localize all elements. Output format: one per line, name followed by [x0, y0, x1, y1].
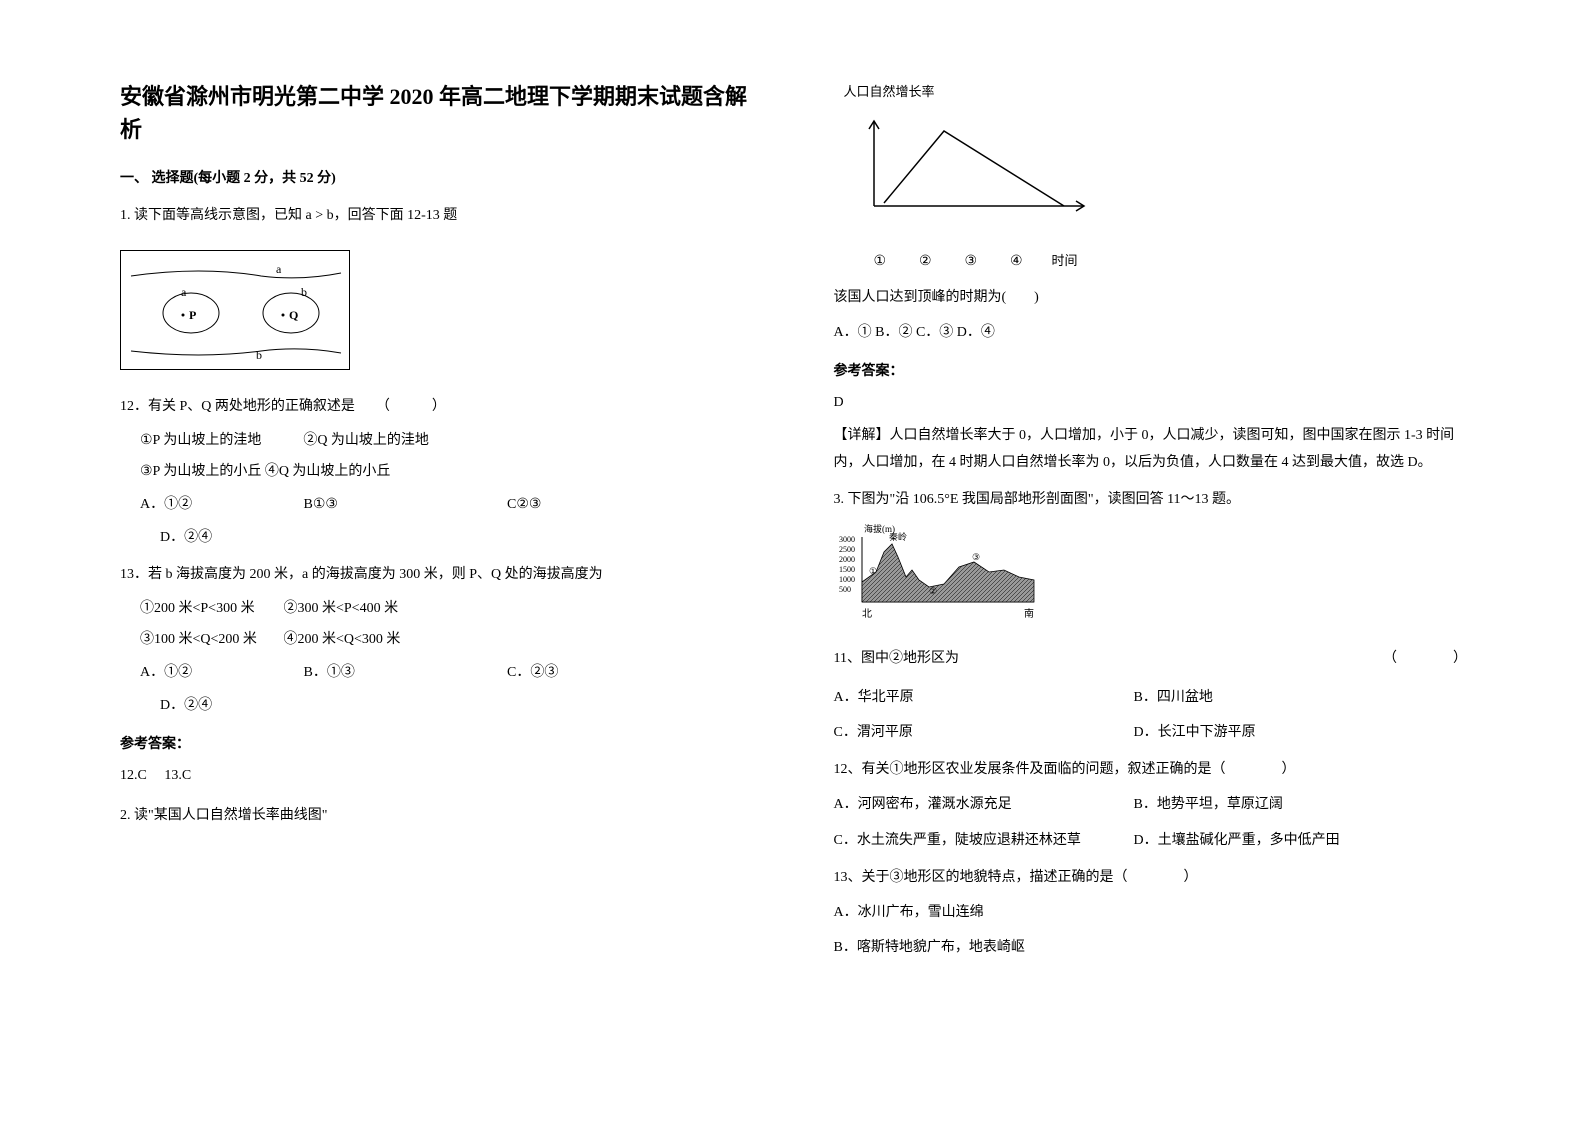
q11b-row1: A．华北平原 B．四川盆地 — [834, 685, 1468, 710]
document-title: 安徽省滁州市明光第二中学 2020 年高二地理下学期期末试题含解析 — [120, 80, 754, 146]
q12b-opt-b: B．地势平坦，草原辽阔 — [1134, 792, 1283, 817]
q12-ans-a: A．①② — [140, 492, 300, 517]
ytick-2500: 2500 — [839, 545, 855, 554]
q13-opt4: ④200 米<Q<300 米 — [284, 632, 401, 647]
q11b-row: 11、图中②地形区为 （ ） — [834, 646, 1468, 671]
q2-question: 该国人口达到顶峰的时期为( ) — [834, 285, 1468, 310]
growth-chart — [854, 111, 1114, 241]
ref-answer-label-1: 参考答案： — [120, 732, 754, 757]
q13-opt3: ③100 米<Q<200 米 — [140, 627, 280, 652]
q13-ans-b: B．①③ — [304, 660, 504, 685]
time-label: 时间 — [1052, 249, 1078, 272]
q2-answer: D — [834, 390, 1468, 415]
region-2: ② — [929, 586, 937, 596]
q13-opts-row2: ③100 米<Q<200 米 ④200 米<Q<300 米 — [140, 627, 754, 652]
q13-stem: 13．若 b 海拔高度为 200 米，a 的海拔高度为 300 米，则 P、Q … — [120, 562, 754, 587]
tick-2: ② — [919, 249, 961, 274]
q12b-row2: C．水土流失严重，陡坡应退耕还林还草 D．土壤盐碱化严重，多中低产田 — [834, 828, 1468, 853]
section-header: 一、 选择题(每小题 2 分，共 52 分) — [120, 166, 754, 191]
q13-opts-row1: ①200 米<P<300 米 ②300 米<P<400 米 — [140, 596, 754, 621]
point-p: P — [189, 308, 196, 322]
terrain-svg: 海拔(m) 3000 2500 2000 1500 1000 500 秦岭 ① … — [834, 522, 1054, 632]
xlabel-north: 北 — [862, 608, 872, 620]
q11b-opt-a: A．华北平原 — [834, 685, 1134, 710]
q12-opt2: ③P 为山坡上的小丘 ④Q 为山坡上的小丘 — [140, 459, 754, 484]
q12-ans-b: B①③ — [304, 492, 504, 517]
q13b-opt-a: A．冰川广布，雪山连绵 — [834, 900, 1468, 925]
q3-stem: 3. 下图为"沿 106.5°E 我国局部地形剖面图"，读图回答 11～13 题… — [834, 487, 1468, 512]
q2-options: A．① B．② C．③ D．④ — [834, 320, 1468, 345]
region-1: ① — [869, 566, 877, 576]
growth-ticks-row: ① ② ③ ④ 时间 — [874, 249, 1468, 274]
q2-explanation: 【详解】人口自然增长率大于 0，人口增加，小于 0，人口减少，读图可知，图中国家… — [834, 423, 1468, 476]
q12-opt1: ①P 为山坡上的洼地 ②Q 为山坡上的洼地 — [140, 428, 754, 453]
xlabel-south: 南 — [1024, 607, 1034, 620]
region-3: ③ — [972, 552, 980, 562]
growth-svg — [854, 111, 1114, 221]
contour-label-a: a — [276, 262, 282, 276]
growth-axis-title: 人口自然增长率 — [844, 80, 1468, 103]
q11b-opt-b: B．四川盆地 — [1134, 685, 1213, 710]
tick-3: ③ — [965, 249, 1007, 274]
q12b-opt-d: D．土壤盐碱化严重，多中低产田 — [1134, 828, 1340, 853]
ytick-3000: 3000 — [839, 535, 855, 544]
ytick-2000: 2000 — [839, 555, 855, 564]
q11b-opt-c: C．渭河平原 — [834, 720, 1134, 745]
ytick-1500: 1500 — [839, 565, 855, 574]
q13-opt1: ①200 米<P<300 米 — [140, 596, 280, 621]
q13-answers-row1: A．①② B．①③ C．②③ — [140, 660, 754, 685]
point-q: Q — [289, 308, 298, 322]
q13-ans-c: C．②③ — [507, 665, 558, 680]
ytick-500: 500 — [839, 585, 851, 594]
q12-ans-c: C②③ — [507, 497, 541, 512]
q1-answer: 12.C 13.C — [120, 763, 754, 788]
contour-label-b2: b — [256, 348, 262, 362]
q11b-stem: 11、图中②地形区为 — [834, 646, 959, 671]
q12b-opt-a: A．河网密布，灌溉水源充足 — [834, 792, 1134, 817]
contour-svg: a a P b Q b — [121, 251, 351, 371]
ytick-1000: 1000 — [839, 575, 855, 584]
contour-figure: a a P b Q b — [120, 250, 350, 370]
q11b-paren: （ ） — [1383, 646, 1467, 671]
tick-1: ① — [874, 249, 916, 274]
ref-answer-label-2: 参考答案： — [834, 359, 1468, 384]
q12-ans-d: D．②④ — [160, 525, 754, 550]
q13b-opt-b: B．喀斯特地貌广布，地表崎岖 — [834, 935, 1468, 960]
peak-label: 秦岭 — [889, 531, 907, 542]
q1-stem: 1. 读下面等高线示意图，已知 a > b，回答下面 12-13 题 — [120, 203, 754, 228]
q2-stem: 2. 读"某国人口自然增长率曲线图" — [120, 803, 754, 828]
q12-stem: 12．有关 P、Q 两处地形的正确叙述是 （ ） — [120, 394, 754, 419]
terrain-figure: 海拔(m) 3000 2500 2000 1500 1000 500 秦岭 ① … — [834, 522, 1054, 632]
q13-opt2: ②300 米<P<400 米 — [284, 601, 399, 616]
tick-4: ④ — [1010, 249, 1040, 274]
contour-label-b: b — [301, 285, 307, 299]
q11b-row2: C．渭河平原 D．长江中下游平原 — [834, 720, 1468, 745]
q11b-opt-d: D．长江中下游平原 — [1134, 720, 1256, 745]
q12b-stem: 12、有关①地形区农业发展条件及面临的问题，叙述正确的是（ ） — [834, 757, 1468, 782]
q12-answers-row1: A．①② B①③ C②③ — [140, 492, 754, 517]
q13-ans-d: D．②④ — [160, 693, 754, 718]
q12b-row1: A．河网密布，灌溉水源充足 B．地势平坦，草原辽阔 — [834, 792, 1468, 817]
q13b-stem: 13、关于③地形区的地貌特点，描述正确的是（ ） — [834, 865, 1468, 890]
q13-ans-a: A．①② — [140, 660, 300, 685]
q12b-opt-c: C．水土流失严重，陡坡应退耕还林还草 — [834, 828, 1134, 853]
contour-label-a2: a — [181, 285, 187, 299]
